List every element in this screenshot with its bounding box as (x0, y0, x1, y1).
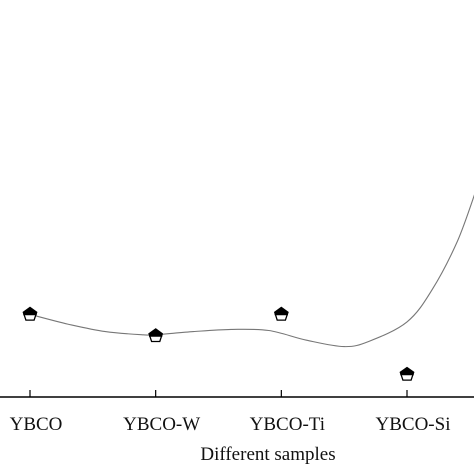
data-point (148, 328, 164, 343)
pentagon-marker-cap (23, 307, 37, 316)
pentagon-marker-cap (149, 328, 163, 337)
data-point (22, 306, 38, 321)
data-point (399, 366, 415, 381)
x-tick-label: YBCO-Si (376, 414, 451, 435)
x-axis-title: Different samples (200, 444, 335, 465)
data-point (273, 306, 289, 321)
pentagon-marker-cap (274, 307, 288, 316)
x-tick-label: YBCO-Ti (250, 414, 325, 435)
x-tick-labels: YBCO YBCO-W YBCO-Ti YBCO-Si (10, 414, 451, 435)
x-tick-label: YBCO (10, 414, 63, 435)
x-tick-label: YBCO-W (123, 414, 200, 435)
x-ticks (29, 390, 408, 397)
data-points (22, 306, 415, 381)
pentagon-marker-cap (400, 367, 414, 376)
fit-curve (29, 194, 474, 348)
